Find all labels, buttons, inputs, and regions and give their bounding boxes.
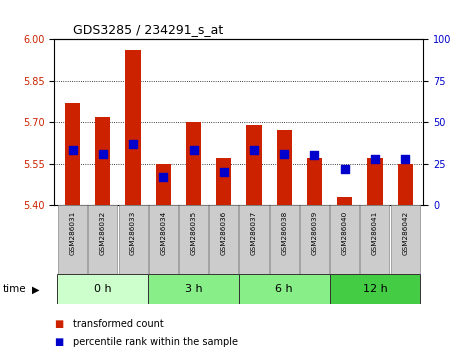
Text: 6 h: 6 h <box>275 284 293 295</box>
Bar <box>57 274 148 304</box>
Bar <box>88 205 117 274</box>
Bar <box>179 205 208 274</box>
Bar <box>246 125 262 205</box>
Point <box>99 151 106 156</box>
Text: ■: ■ <box>54 337 64 347</box>
Bar <box>156 164 171 205</box>
Bar <box>186 122 201 205</box>
Bar <box>270 205 299 274</box>
Text: GSM286036: GSM286036 <box>221 211 227 255</box>
Text: GSM286038: GSM286038 <box>281 211 287 255</box>
Text: percentile rank within the sample: percentile rank within the sample <box>73 337 238 347</box>
Point <box>159 174 167 180</box>
Bar <box>277 131 292 205</box>
Bar <box>148 274 239 304</box>
Bar <box>216 158 231 205</box>
Bar <box>300 205 329 274</box>
Bar <box>209 205 238 274</box>
Text: GSM286041: GSM286041 <box>372 211 378 255</box>
Bar <box>119 205 148 274</box>
Bar <box>368 158 383 205</box>
Text: 12 h: 12 h <box>363 284 387 295</box>
Text: 0 h: 0 h <box>94 284 112 295</box>
Bar <box>330 274 420 304</box>
Point <box>341 166 349 172</box>
Bar <box>95 116 110 205</box>
Point <box>311 153 318 158</box>
Point <box>250 148 258 153</box>
Bar <box>398 164 413 205</box>
Text: 3 h: 3 h <box>184 284 202 295</box>
Bar <box>391 205 420 274</box>
Text: GSM286039: GSM286039 <box>311 211 317 255</box>
Text: GSM286035: GSM286035 <box>191 211 196 255</box>
Bar <box>125 50 140 205</box>
Bar <box>149 205 178 274</box>
Text: ■: ■ <box>54 319 64 329</box>
Point <box>220 169 228 175</box>
Bar <box>337 197 352 205</box>
Bar <box>239 274 330 304</box>
Bar <box>330 205 359 274</box>
Bar <box>239 205 269 274</box>
Text: GSM286031: GSM286031 <box>70 211 76 255</box>
Text: GSM286032: GSM286032 <box>100 211 106 255</box>
Text: GSM286042: GSM286042 <box>402 211 408 255</box>
Point <box>69 148 76 153</box>
Bar <box>65 103 80 205</box>
Text: GDS3285 / 234291_s_at: GDS3285 / 234291_s_at <box>73 23 223 36</box>
Point <box>190 148 197 153</box>
Bar <box>360 205 389 274</box>
Point <box>280 151 288 156</box>
Point <box>371 156 379 161</box>
Point <box>402 156 409 161</box>
Point <box>129 141 137 147</box>
Text: time: time <box>2 284 26 295</box>
Text: ▶: ▶ <box>32 284 40 295</box>
Text: GSM286033: GSM286033 <box>130 211 136 255</box>
Text: GSM286040: GSM286040 <box>342 211 348 255</box>
Text: GSM286037: GSM286037 <box>251 211 257 255</box>
Text: transformed count: transformed count <box>73 319 164 329</box>
Bar <box>307 158 322 205</box>
Bar <box>58 205 87 274</box>
Text: GSM286034: GSM286034 <box>160 211 166 255</box>
